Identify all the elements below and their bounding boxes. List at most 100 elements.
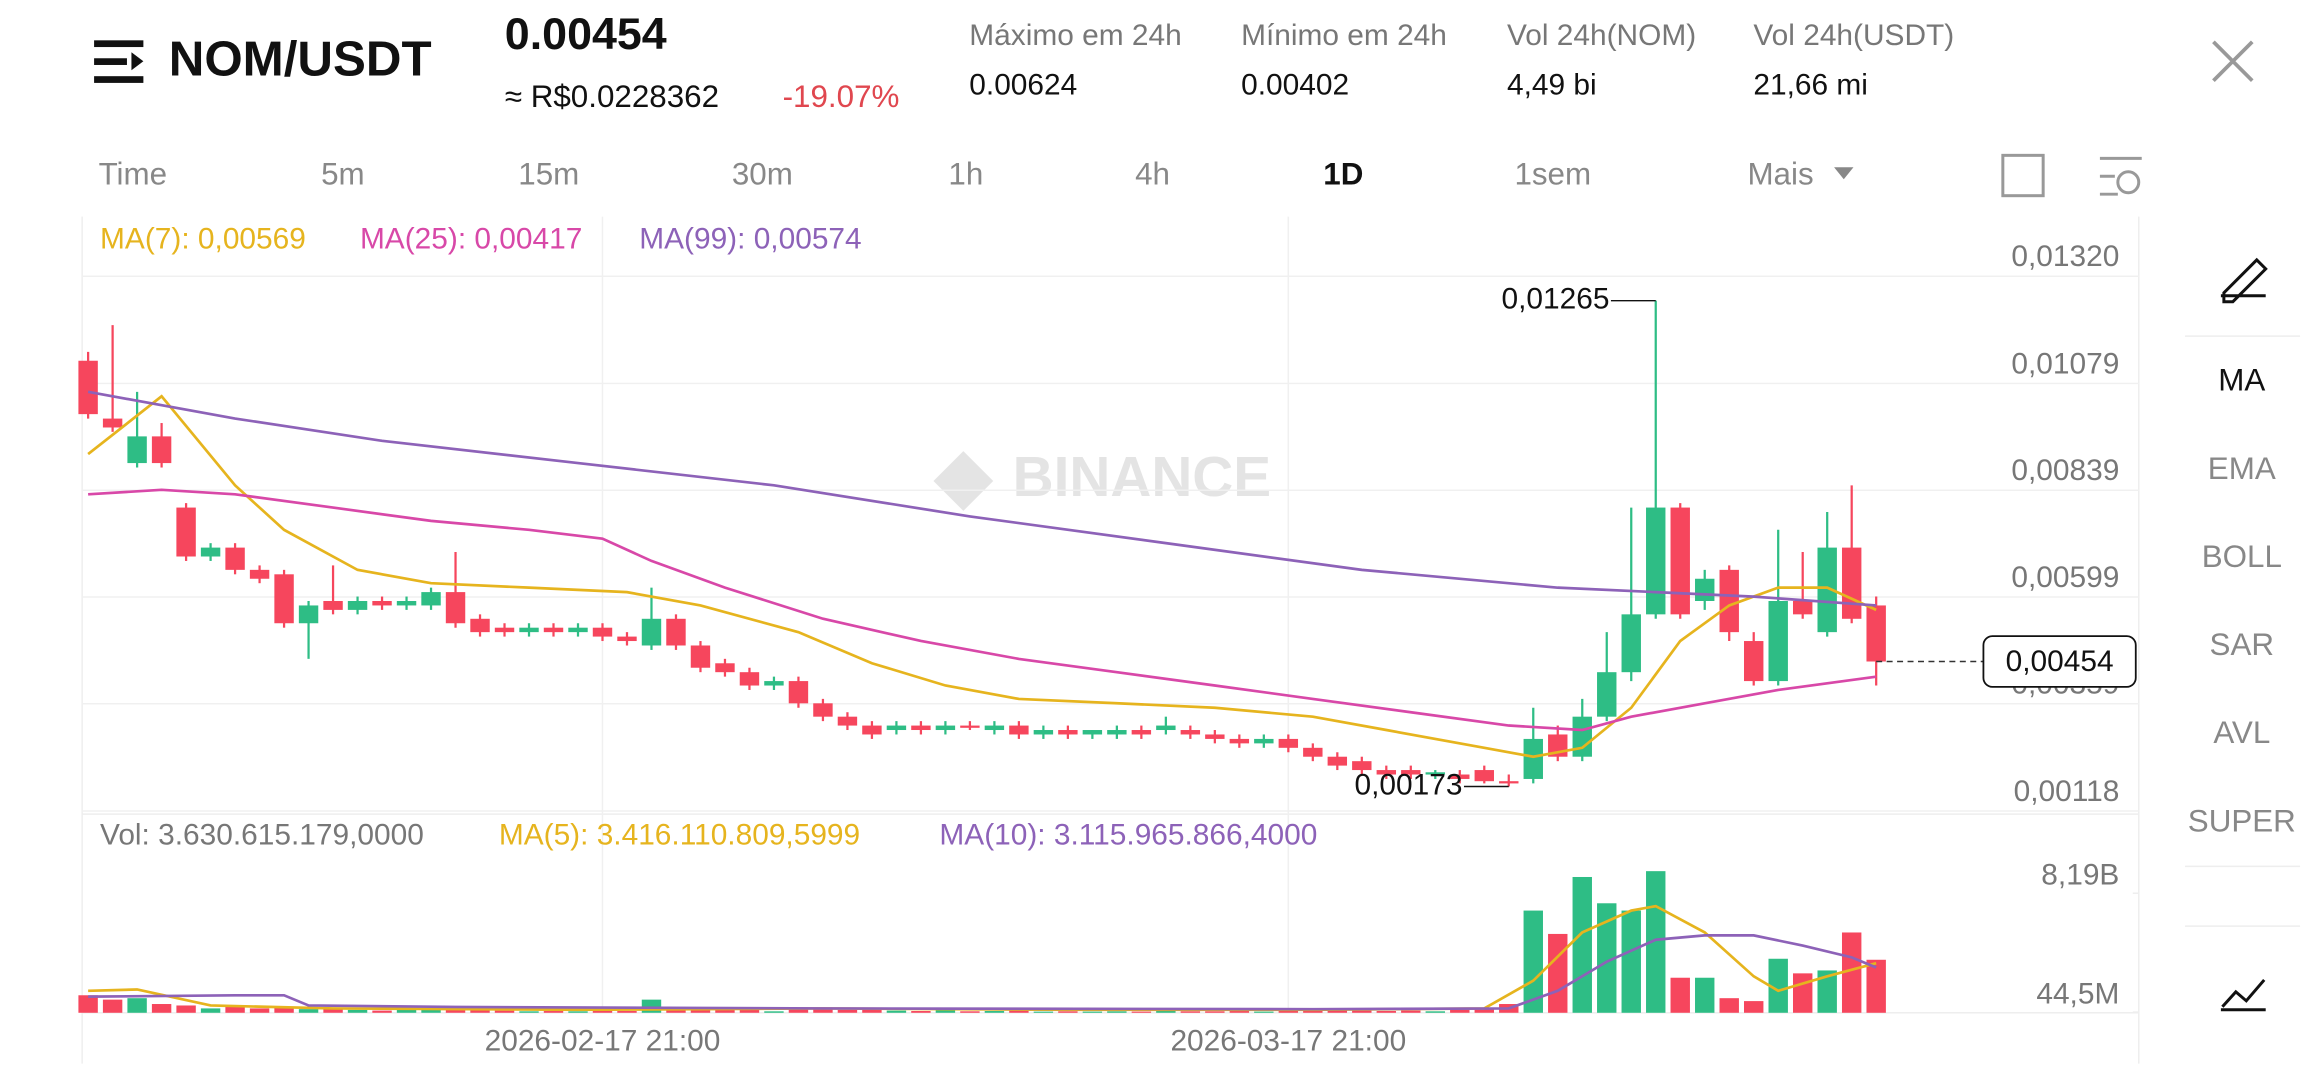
volume-bar (641, 999, 662, 1013)
indicator-tab[interactable]: EMA (2208, 451, 2276, 486)
ma-line (88, 934, 1877, 1011)
volume-bar (176, 1005, 196, 1013)
indicator-tab[interactable]: MA (2218, 363, 2265, 398)
candle-body (1401, 770, 1421, 775)
timeframe-tab[interactable]: 1D (1323, 157, 1363, 192)
ma-line (87, 394, 1877, 759)
stat-label: Máximo em 24h (969, 19, 1181, 52)
candle-body (1205, 734, 1225, 739)
candle-body (911, 725, 931, 731)
candle-body (1792, 600, 1813, 615)
volume-bar (568, 1011, 588, 1013)
watermark-logo (933, 451, 994, 511)
draw-icon[interactable] (2220, 257, 2268, 304)
candle-body (690, 645, 711, 668)
volume-bar (1229, 1011, 1250, 1013)
volume-bar (1131, 1011, 1152, 1013)
volume-bar (690, 1009, 711, 1013)
candle-body (225, 547, 245, 570)
candle-body (1499, 781, 1519, 784)
volume-bar (543, 1011, 564, 1013)
fullscreen-icon[interactable] (2001, 153, 2045, 198)
timeframe-tab[interactable]: 15m (518, 157, 579, 192)
candle-body (1327, 756, 1348, 766)
volume-bar (1841, 932, 1862, 1013)
candle-body (543, 627, 564, 633)
volume-bar (960, 1011, 980, 1013)
chart-type-icon[interactable] (2220, 978, 2266, 1012)
timeframe-tab[interactable]: 5m (321, 157, 365, 192)
stat-value: 4,49 bi (1507, 69, 1597, 102)
candle-body (372, 600, 392, 606)
volume-bar (1009, 1010, 1029, 1013)
pair[interactable]: NOM/USDT (169, 32, 432, 87)
volume-bar (1033, 1011, 1054, 1013)
volume-bar (225, 1006, 245, 1013)
menu-icon[interactable] (94, 40, 144, 83)
candle-body (127, 436, 147, 464)
stat-label: Vol 24h(NOM) (1507, 19, 1696, 52)
candle-body (1229, 738, 1250, 744)
candle-body (1180, 730, 1201, 735)
candle-body (519, 627, 539, 633)
stat-value: 21,66 mi (1753, 69, 1868, 102)
indicator-tab[interactable]: SUPER (2188, 803, 2296, 838)
settings-gear (2116, 170, 2141, 195)
x-tick-label: 2026-03-17 21:00 (1170, 1025, 1406, 1058)
candle-body (862, 725, 882, 735)
price: 0.00454 (505, 9, 667, 59)
candle-body (1866, 605, 1886, 662)
legend-entry: MA(25): 0,00417 (360, 222, 582, 255)
candle-body (1817, 547, 1837, 633)
candle-body (1156, 725, 1176, 731)
settings-icon[interactable] (2099, 156, 2142, 196)
candle-body (886, 725, 907, 731)
volume-bar (1107, 1011, 1127, 1013)
volume-bar (935, 1009, 956, 1013)
indicator-tab[interactable]: AVL (2213, 715, 2270, 750)
indicator-tab[interactable]: BOLL (2202, 539, 2282, 574)
candle-body (617, 636, 637, 642)
candle-body (1033, 730, 1054, 735)
volume-bar (519, 1011, 539, 1013)
legend-entry: MA(5): 3.416.110.809,5999 (499, 818, 860, 851)
y-tick-label: 0,01079 (2011, 347, 2119, 380)
volume-bar (1474, 1007, 1494, 1013)
volume-bar (249, 1008, 270, 1013)
candle-body (176, 507, 196, 557)
volume-bar (1401, 1010, 1421, 1013)
volume-bar (470, 1009, 490, 1013)
close-button[interactable] (2212, 40, 2254, 82)
volume-bar (1744, 1001, 1764, 1013)
timeframe-tab[interactable]: 4h (1135, 157, 1170, 192)
candle-body (323, 600, 343, 610)
volume-bar (274, 1006, 294, 1013)
volume-bar (1621, 910, 1641, 1013)
candle-body (666, 618, 686, 646)
volume-bar (1670, 977, 1690, 1013)
timeframe-tab[interactable]: Time (99, 157, 168, 192)
candle-body (1670, 507, 1690, 615)
volume-bar (837, 1009, 858, 1013)
volume-bar (1817, 970, 1837, 1013)
stat-value: 0.00402 (1241, 69, 1349, 102)
y-tick-label: 8,19B (2041, 859, 2119, 892)
volume-legend: Vol: 3.630.615.179,0000 (100, 818, 424, 851)
y-tick-label: 0,01320 (2011, 240, 2119, 273)
timeframe-tab[interactable]: 30m (732, 157, 793, 192)
volume-bar (715, 1009, 735, 1013)
indicator-tab[interactable]: SAR (2210, 627, 2274, 662)
candle-body (102, 418, 123, 428)
volume-bar (1425, 1011, 1445, 1013)
candle-body (1131, 730, 1152, 735)
volume-bar (886, 1010, 907, 1013)
ma-line (87, 390, 1877, 607)
volume-bar (617, 1011, 637, 1013)
candle-body (960, 725, 980, 728)
timeframe-tab[interactable]: 1h (948, 157, 983, 192)
candle-body (249, 569, 270, 579)
timeframe-tab[interactable]: Mais (1747, 157, 1813, 192)
volume-bar (1523, 910, 1543, 1013)
timeframe-tab[interactable]: 1sem (1514, 157, 1591, 192)
